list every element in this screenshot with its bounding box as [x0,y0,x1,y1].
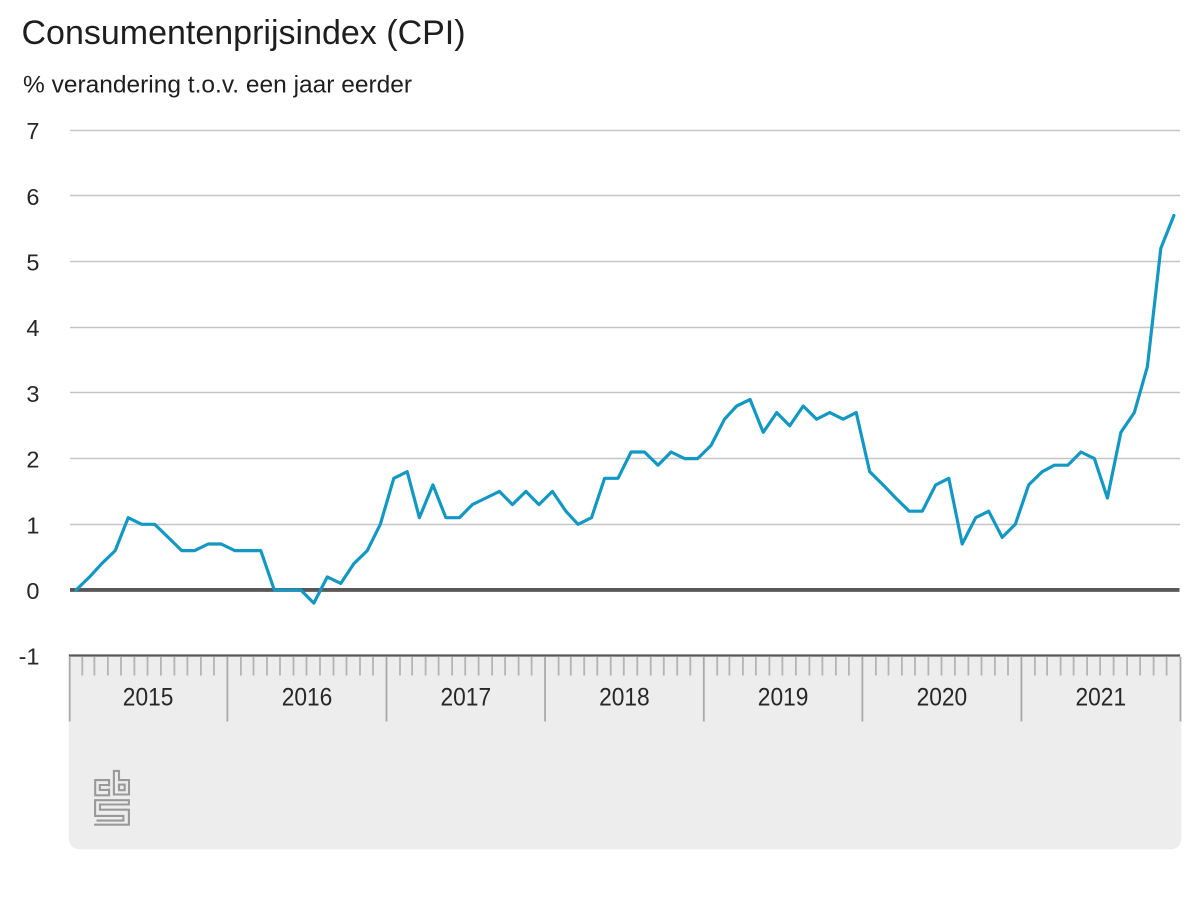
svg-text:0: 0 [26,578,39,604]
svg-text:2: 2 [26,447,39,473]
svg-text:2021: 2021 [1076,685,1127,712]
svg-text:4: 4 [26,315,39,341]
svg-text:2020: 2020 [917,685,968,712]
svg-text:2016: 2016 [282,685,333,712]
svg-text:1: 1 [26,512,39,538]
svg-text:3: 3 [26,381,39,407]
svg-text:2018: 2018 [599,685,650,712]
svg-text:7: 7 [26,118,39,144]
svg-text:5: 5 [26,250,39,276]
svg-text:2019: 2019 [758,685,809,712]
svg-text:2017: 2017 [441,685,492,712]
svg-text:-1: -1 [19,644,40,670]
svg-text:Consumentenprijsindex (CPI): Consumentenprijsindex (CPI) [22,14,466,52]
svg-text:% verandering t.o.v. een jaar: % verandering t.o.v. een jaar eerder [23,72,412,99]
svg-text:2015: 2015 [123,685,174,712]
svg-text:6: 6 [26,184,39,210]
